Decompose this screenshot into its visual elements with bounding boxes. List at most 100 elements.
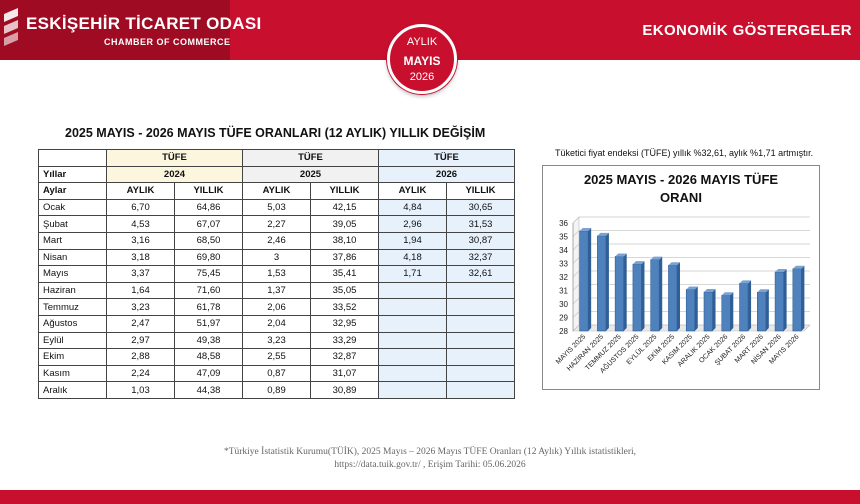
value-cell: 32,87 — [310, 348, 379, 366]
value-cell: 0,89 — [242, 381, 311, 399]
month-cell: Eylül — [38, 331, 107, 350]
y-tick-label: 35 — [559, 233, 568, 242]
value-cell: 32,61 — [446, 265, 515, 283]
bar — [650, 259, 660, 332]
value-cell — [378, 364, 447, 383]
y-tick-label: 36 — [559, 219, 568, 228]
row-label-months: Aylar — [38, 182, 107, 200]
bar — [668, 264, 678, 332]
bar — [739, 283, 749, 332]
bar-side — [765, 289, 769, 331]
bar — [579, 230, 589, 332]
chart-title-line1: 2025 MAYIS - 2026 MAYIS TÜFE — [583, 172, 779, 187]
source-line-1: *Türkiye İstatistik Kurumu(TÜİK), 2025 M… — [223, 447, 637, 457]
y-tick-label: 33 — [559, 260, 568, 269]
table-row: Mart 3,16 68,50 2,46 38,10 1,94 30,87 — [38, 231, 515, 250]
table-header-subcols: Aylar AYLIK YILLIK AYLIK YILLIK AYLIK YILLIK — [38, 182, 515, 200]
header-group-label: TÜFE — [378, 149, 515, 167]
bar — [757, 291, 767, 332]
value-cell: 2,27 — [242, 215, 311, 233]
value-cell: 42,15 — [310, 198, 379, 217]
value-cell: 61,78 — [174, 298, 243, 316]
table-row: Kasım 2,24 47,09 0,87 31,07 — [38, 364, 515, 383]
y-tick-label: 29 — [559, 314, 568, 323]
value-cell: 32,37 — [446, 248, 515, 267]
month-cell: Mayıs — [38, 265, 107, 283]
y-tick-label: 28 — [559, 327, 568, 336]
value-cell: 1,03 — [106, 381, 175, 399]
gridline-depth — [572, 324, 580, 332]
bar-top — [739, 280, 752, 284]
value-cell: 5,03 — [242, 198, 311, 217]
table-row: Temmuz 3,23 61,78 2,06 33,52 — [38, 298, 515, 316]
summary-note: Tüketici fiyat endeksi (TÜFE) yıllık %32… — [555, 148, 814, 158]
value-cell: 33,29 — [310, 331, 379, 350]
value-cell: 4,18 — [378, 248, 447, 267]
value-cell: 4,53 — [106, 215, 175, 233]
gridline-depth — [572, 284, 580, 291]
bar-side — [712, 288, 716, 331]
value-cell: 1,64 — [106, 281, 175, 300]
bar — [685, 289, 696, 332]
gridline-depth — [572, 297, 580, 305]
col-header-yearly: YILLIK — [310, 182, 379, 200]
bar-top — [579, 227, 592, 231]
value-cell: 38,10 — [310, 231, 379, 250]
x-tick-label: EYLÜL 2025 — [625, 333, 659, 367]
bar — [703, 291, 713, 332]
value-cell: 2,46 — [242, 231, 311, 250]
gridline-depth — [572, 243, 580, 251]
value-cell: 67,07 — [174, 215, 243, 233]
bar-top — [704, 288, 716, 292]
gridline-depth — [572, 270, 580, 278]
value-cell: 31,53 — [446, 215, 515, 233]
value-cell: 44,38 — [174, 381, 243, 399]
month-cell: Kasım — [38, 364, 107, 383]
value-cell — [378, 381, 447, 399]
table-row: Eylül 2,97 49,38 3,23 33,29 — [38, 331, 515, 350]
bar-side — [730, 292, 734, 331]
value-cell: 0,87 — [242, 364, 311, 383]
value-cell: 48,58 — [174, 348, 243, 366]
value-cell: 35,05 — [310, 281, 379, 300]
table-title: 2025 MAYIS - 2026 MAYIS TÜFE ORANLARI (1… — [65, 126, 486, 140]
value-cell: 2,96 — [378, 215, 447, 233]
table-row: Haziran 1,64 71,60 1,37 35,05 — [38, 281, 515, 300]
month-cell: Nisan — [38, 248, 107, 267]
month-cell: Mart — [38, 231, 107, 250]
bar — [614, 256, 624, 332]
year-header: 2024 — [106, 165, 243, 184]
bar-side — [623, 253, 627, 331]
value-cell: 30,65 — [446, 198, 515, 217]
month-cell: Ağustos — [38, 314, 107, 333]
value-cell: 2,88 — [106, 348, 175, 366]
bar-side — [748, 280, 752, 331]
value-cell: 2,24 — [106, 364, 175, 383]
table-row: Ağustos 2,47 51,97 2,04 32,95 — [38, 314, 515, 333]
value-cell: 30,89 — [310, 381, 379, 399]
table-header-group: TÜFE TÜFE TÜFE — [38, 149, 515, 167]
value-cell: 2,04 — [242, 314, 311, 333]
logo-icon — [4, 8, 18, 46]
month-cell: Şubat — [38, 215, 107, 233]
gridline-depth — [572, 311, 580, 318]
page-title: EKONOMİK GÖSTERGELER — [642, 22, 852, 39]
bar-side — [783, 269, 787, 331]
value-cell — [446, 381, 515, 399]
value-cell — [446, 314, 515, 333]
cpi-table: TÜFE TÜFE TÜFE Yıllar 2024 2025 2026 Aylar AYLIK… — [38, 149, 515, 399]
month-cell: Ocak — [38, 198, 107, 217]
chart-title-line2: ORANI — [660, 190, 702, 205]
bar-side — [605, 232, 609, 331]
table-row: Mayıs 3,37 75,45 1,53 35,41 1,71 32,61 — [38, 265, 515, 283]
value-cell: 75,45 — [174, 265, 243, 283]
value-cell — [446, 281, 515, 300]
header-logo-area — [0, 0, 230, 60]
value-cell — [446, 364, 515, 383]
bar-top — [650, 256, 663, 260]
value-cell: 68,50 — [174, 231, 243, 250]
value-cell: 32,95 — [310, 314, 379, 333]
value-cell — [446, 331, 515, 350]
org-name: ESKİŞEHİR TİCARET ODASI — [26, 14, 262, 33]
value-cell: 64,86 — [174, 198, 243, 217]
